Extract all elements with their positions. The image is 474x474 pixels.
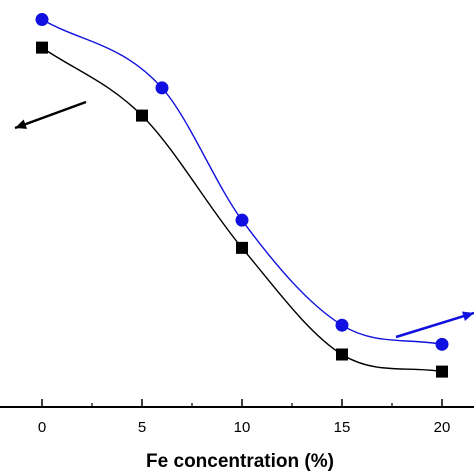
series-1-point bbox=[136, 109, 148, 122]
x-tick-label: 0 bbox=[38, 419, 46, 436]
series-2-point bbox=[335, 318, 349, 332]
x-tick-label: 20 bbox=[434, 419, 451, 436]
right-axis-arrow-head bbox=[462, 311, 474, 322]
series-1-point bbox=[236, 241, 248, 254]
series-1-point bbox=[436, 365, 448, 378]
x-tick-label: 15 bbox=[334, 419, 351, 436]
x-tick-label: 5 bbox=[138, 419, 146, 436]
x-tick-label: 10 bbox=[234, 419, 251, 436]
annotation-arrows bbox=[14, 100, 474, 339]
series-2-point bbox=[235, 213, 249, 227]
series-1-point bbox=[36, 41, 48, 54]
series-1-curve bbox=[41, 47, 443, 373]
series-2-point bbox=[155, 81, 169, 95]
left-axis-arrow-head bbox=[15, 119, 28, 129]
right-axis-arrow-shaft bbox=[395, 311, 474, 339]
series-1-point bbox=[336, 348, 348, 361]
axes: 0 5 10 15 20 bbox=[0, 399, 474, 436]
series-2-point bbox=[435, 337, 449, 351]
x-axis-title: Fe concentration (%) bbox=[146, 451, 334, 472]
markers bbox=[35, 13, 449, 378]
series-2-point bbox=[35, 13, 49, 27]
left-axis-arrow-shaft bbox=[14, 100, 87, 130]
curves bbox=[41, 18, 443, 373]
series-2-curve bbox=[41, 18, 443, 346]
